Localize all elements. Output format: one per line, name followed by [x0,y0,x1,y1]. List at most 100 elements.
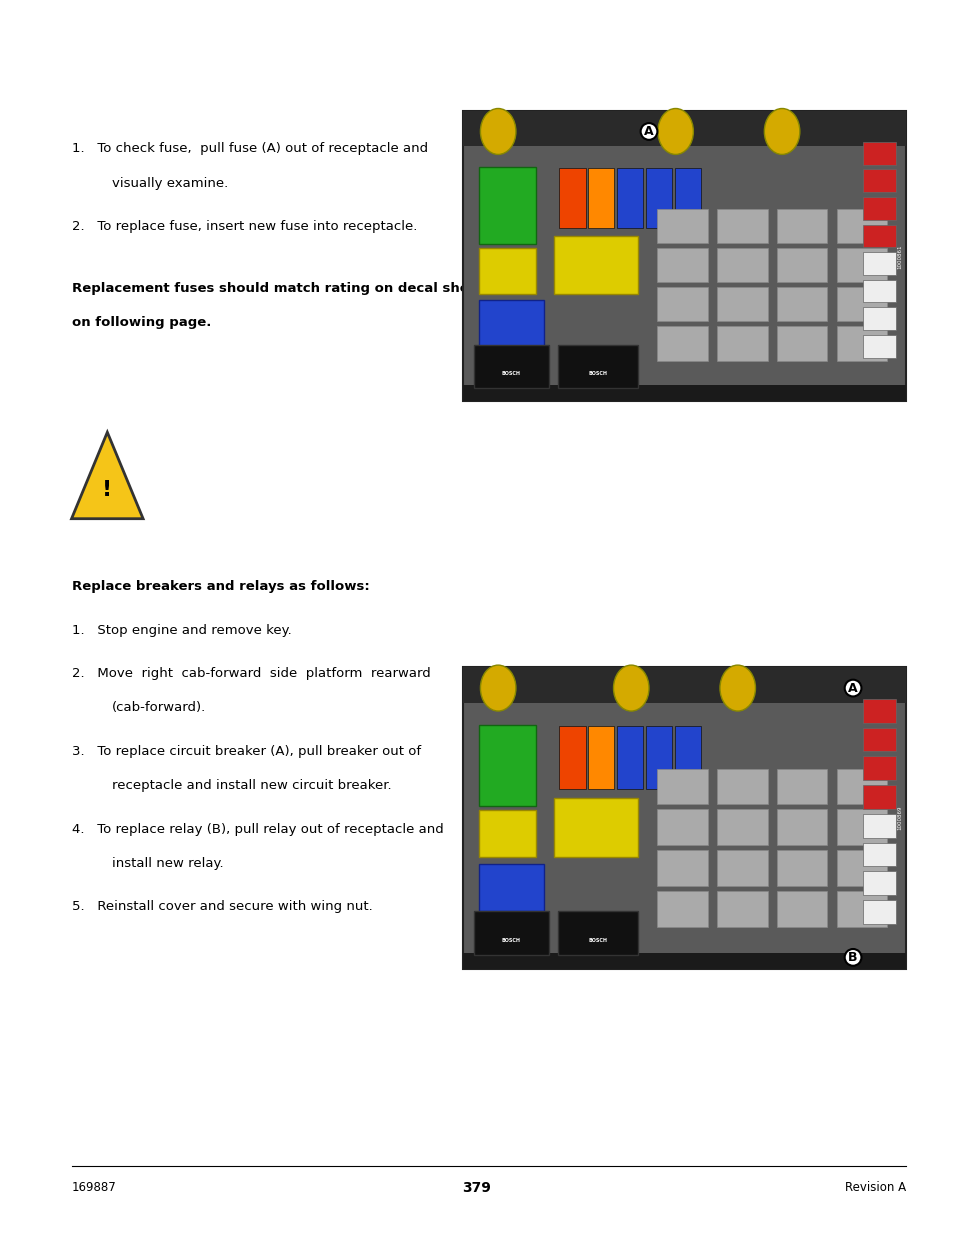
FancyBboxPatch shape [657,287,707,321]
FancyBboxPatch shape [657,326,707,361]
FancyBboxPatch shape [716,768,767,804]
FancyBboxPatch shape [462,385,905,401]
Text: A: A [847,682,857,694]
FancyBboxPatch shape [862,785,895,809]
FancyBboxPatch shape [474,911,548,956]
Text: BOSCH: BOSCH [501,939,520,944]
Text: 2.   To replace fuse, insert new fuse into receptacle.: 2. To replace fuse, insert new fuse into… [71,220,416,233]
Text: visually examine.: visually examine. [112,177,228,190]
FancyBboxPatch shape [657,892,707,926]
Text: B: B [847,951,857,963]
FancyBboxPatch shape [588,726,614,789]
FancyBboxPatch shape [462,953,905,969]
FancyBboxPatch shape [862,225,895,247]
FancyBboxPatch shape [836,892,886,926]
FancyBboxPatch shape [776,850,826,885]
FancyBboxPatch shape [862,814,895,837]
FancyBboxPatch shape [862,335,895,358]
Text: receptacle and install new circuit breaker.: receptacle and install new circuit break… [112,779,391,793]
FancyBboxPatch shape [862,198,895,220]
FancyBboxPatch shape [862,900,895,924]
Text: !: ! [102,480,112,500]
FancyBboxPatch shape [478,864,544,911]
FancyBboxPatch shape [862,842,895,866]
Polygon shape [71,432,143,519]
Circle shape [720,666,755,711]
FancyBboxPatch shape [862,142,895,164]
FancyBboxPatch shape [836,850,886,885]
FancyBboxPatch shape [617,168,642,228]
Text: 1.   Stop engine and remove key.: 1. Stop engine and remove key. [71,624,291,637]
FancyBboxPatch shape [478,248,535,294]
Text: 1000861: 1000861 [896,245,902,268]
FancyBboxPatch shape [716,248,767,282]
FancyBboxPatch shape [776,248,826,282]
FancyBboxPatch shape [836,209,886,243]
Text: install new relay.: install new relay. [112,857,223,871]
FancyBboxPatch shape [776,892,826,926]
FancyBboxPatch shape [617,726,642,789]
FancyBboxPatch shape [657,248,707,282]
FancyBboxPatch shape [862,727,895,751]
Text: Replacement fuses should match rating on decal shown: Replacement fuses should match rating on… [71,282,490,295]
FancyBboxPatch shape [462,667,905,703]
Text: 4.   To replace relay (B), pull relay out of receptacle and: 4. To replace relay (B), pull relay out … [71,823,443,836]
FancyBboxPatch shape [558,911,637,956]
FancyBboxPatch shape [478,810,535,857]
FancyBboxPatch shape [478,725,535,805]
FancyBboxPatch shape [716,326,767,361]
FancyBboxPatch shape [657,209,707,243]
FancyBboxPatch shape [836,809,886,845]
FancyBboxPatch shape [588,168,614,228]
FancyBboxPatch shape [657,850,707,885]
FancyBboxPatch shape [862,872,895,895]
Text: BOSCH: BOSCH [588,939,607,944]
Text: (cab-forward).: (cab-forward). [112,701,206,715]
FancyBboxPatch shape [554,236,637,294]
FancyBboxPatch shape [462,111,905,401]
FancyBboxPatch shape [657,809,707,845]
Text: 379: 379 [462,1181,491,1194]
FancyBboxPatch shape [645,726,672,789]
FancyBboxPatch shape [862,252,895,275]
FancyBboxPatch shape [776,209,826,243]
FancyBboxPatch shape [862,308,895,330]
FancyBboxPatch shape [674,168,700,228]
FancyBboxPatch shape [645,168,672,228]
Text: on following page.: on following page. [71,316,211,330]
Circle shape [480,666,516,711]
Circle shape [613,666,648,711]
FancyBboxPatch shape [674,726,700,789]
FancyBboxPatch shape [478,167,535,245]
Circle shape [763,109,799,154]
Text: 1000869: 1000869 [896,806,902,830]
FancyBboxPatch shape [657,768,707,804]
FancyBboxPatch shape [776,809,826,845]
FancyBboxPatch shape [862,699,895,722]
FancyBboxPatch shape [558,346,637,388]
FancyBboxPatch shape [716,287,767,321]
Text: A: A [643,125,653,138]
FancyBboxPatch shape [716,892,767,926]
Circle shape [480,109,516,154]
Text: Revision A: Revision A [844,1181,905,1194]
FancyBboxPatch shape [862,279,895,303]
FancyBboxPatch shape [776,768,826,804]
FancyBboxPatch shape [558,726,585,789]
Text: Replace breakers and relays as follows:: Replace breakers and relays as follows: [71,580,369,594]
FancyBboxPatch shape [776,287,826,321]
FancyBboxPatch shape [554,798,637,857]
FancyBboxPatch shape [474,346,548,388]
Text: 1.   To check fuse,  pull fuse (A) out of receptacle and: 1. To check fuse, pull fuse (A) out of r… [71,142,427,156]
FancyBboxPatch shape [836,768,886,804]
FancyBboxPatch shape [478,300,544,346]
FancyBboxPatch shape [836,248,886,282]
Text: BOSCH: BOSCH [501,372,520,377]
Text: 3.   To replace circuit breaker (A), pull breaker out of: 3. To replace circuit breaker (A), pull … [71,745,420,758]
Text: 5.   Reinstall cover and secure with wing nut.: 5. Reinstall cover and secure with wing … [71,900,372,914]
Text: 2.   Move  right  cab-forward  side  platform  rearward: 2. Move right cab-forward side platform … [71,667,430,680]
FancyBboxPatch shape [716,809,767,845]
FancyBboxPatch shape [836,326,886,361]
Circle shape [658,109,693,154]
Text: 169887: 169887 [71,1181,116,1194]
